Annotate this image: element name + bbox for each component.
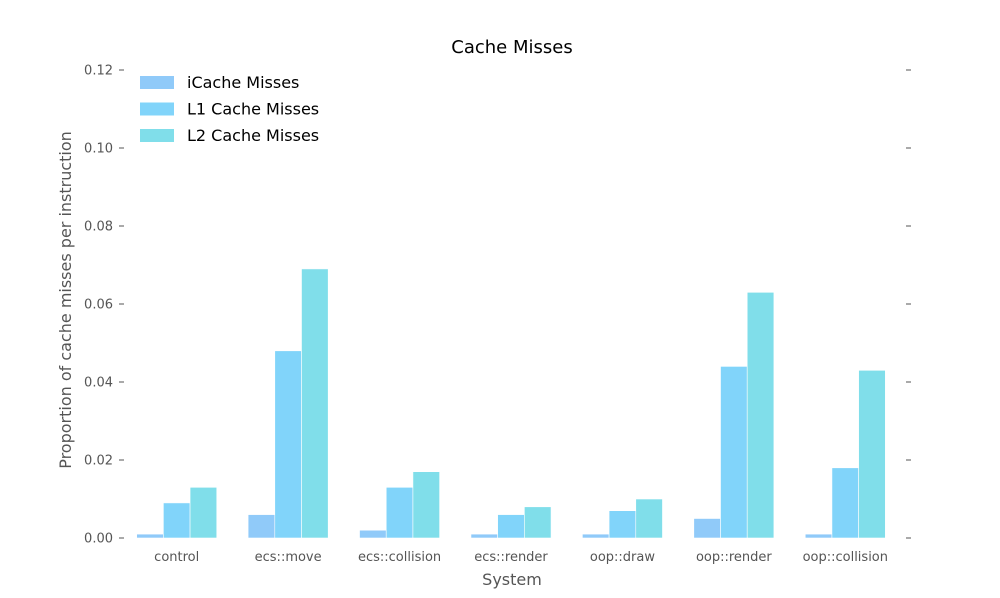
legend-swatch [140, 129, 174, 142]
legend-label: L2 Cache Misses [187, 126, 319, 145]
bar-oop-draw-l1-cache-misses [608, 510, 637, 539]
x-tick-label: control [154, 550, 199, 565]
bar-oop-draw-l2-cache-misses [635, 498, 663, 539]
bar-control-l1-cache-misses [163, 502, 191, 539]
legend-label: iCache Misses [187, 73, 299, 92]
bars [136, 268, 886, 539]
x-tick-label: oop::collision [803, 550, 888, 565]
x-axis: control ecs::move ecs::collision ecs::rende… [154, 550, 888, 565]
x-tick-label: oop::render [696, 550, 772, 565]
legend: iCache Misses L1 Cache Misses L2 Cache Mis… [140, 73, 319, 145]
bar-ecs-render-l1-cache-misses [497, 514, 525, 539]
bar-oop-render-l2-cache-misses [746, 291, 775, 539]
y-tick-label: 0.08 [84, 220, 113, 235]
bar-ecs-render-l2-cache-misses [524, 506, 552, 539]
bar-ecs-render-icache-misses [470, 533, 498, 539]
bar-ecs-move-l1-cache-misses [274, 350, 302, 539]
y-axis: 0.00 0.02 0.04 0.06 0.08 0.10 0.12 [84, 64, 124, 547]
y-axis-right [906, 69, 911, 539]
bar-ecs-move-icache-misses [247, 514, 276, 539]
x-tick-label: ecs::render [474, 550, 548, 565]
y-tick-label: 0.06 [84, 298, 113, 313]
y-tick-label: 0.02 [84, 454, 113, 469]
bar-ecs-collision-l1-cache-misses [385, 486, 414, 539]
bar-oop-collision-icache-misses [804, 533, 833, 539]
x-tick-label: oop::draw [590, 550, 655, 565]
bar-ecs-collision-icache-misses [359, 529, 387, 539]
y-tick-label: 0.04 [84, 376, 113, 391]
y-axis-label: Proportion of cache misses per instructi… [56, 131, 75, 469]
legend-label: L1 Cache Misses [187, 100, 319, 119]
chart-title: Cache Misses [451, 37, 572, 58]
x-tick-label: ecs::collision [358, 550, 441, 565]
x-tick-label: ecs::move [255, 550, 322, 565]
bar-ecs-move-l2-cache-misses [301, 268, 329, 539]
bar-control-icache-misses [136, 533, 164, 539]
x-axis-label: System [482, 570, 542, 589]
y-tick-label: 0.00 [84, 532, 113, 547]
bar-oop-draw-icache-misses [582, 533, 610, 539]
bar-oop-collision-l2-cache-misses [858, 369, 886, 539]
bar-ecs-collision-l2-cache-misses [412, 471, 440, 539]
legend-swatch [140, 76, 174, 89]
legend-swatch [140, 102, 174, 116]
bar-control-l2-cache-misses [189, 486, 218, 539]
y-tick-label: 0.12 [84, 64, 113, 79]
bar-oop-render-icache-misses [693, 518, 721, 539]
bar-oop-render-l1-cache-misses [720, 366, 748, 539]
bar-oop-collision-l1-cache-misses [831, 467, 859, 539]
y-tick-label: 0.10 [84, 142, 113, 157]
